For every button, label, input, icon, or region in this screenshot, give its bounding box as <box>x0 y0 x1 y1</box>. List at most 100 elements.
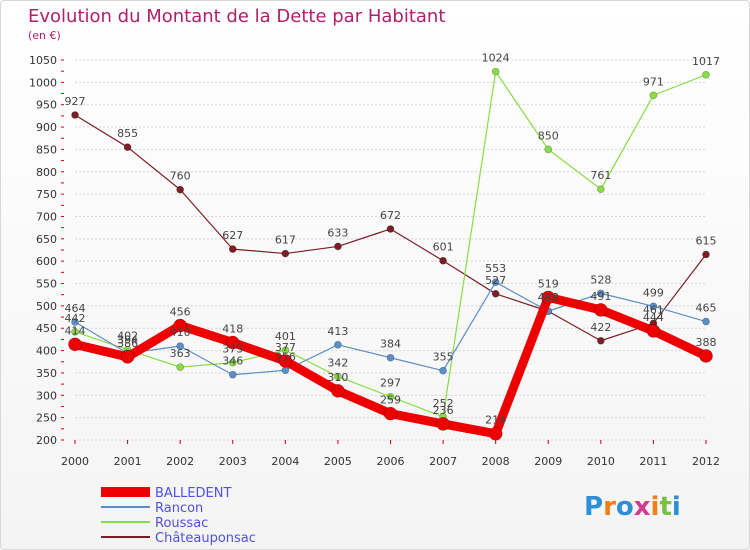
logo-letter: P <box>584 492 603 522</box>
legend-label: Roussac <box>155 516 208 531</box>
proxiti-logo: Proxiti <box>584 492 681 522</box>
data-label: 553 <box>485 262 506 275</box>
data-point <box>702 70 710 79</box>
data-label: 363 <box>170 347 191 360</box>
data-point <box>173 318 187 333</box>
y-tick-label: 1050 <box>29 54 57 67</box>
data-label: 236 <box>433 404 454 417</box>
data-labels: 927 855 760 627 617 633 672 601 527 488 422 461 615 4… <box>65 52 721 427</box>
data-point <box>491 278 500 286</box>
x-tick-label: 2011 <box>639 455 667 468</box>
y-axis: 200 250 300 350 400 450 500 550 600 650 700 750 800 8… <box>29 54 64 447</box>
series-châteauponsac <box>71 111 710 345</box>
x-tick-label: 2006 <box>377 455 405 468</box>
data-label: 214 <box>485 414 506 427</box>
legend-label: Châteauponsac <box>155 531 256 546</box>
y-tick-label: 300 <box>36 389 57 402</box>
data-point <box>702 250 710 259</box>
data-point <box>331 384 345 398</box>
data-point <box>386 392 395 401</box>
series <box>68 67 713 441</box>
series-roussac <box>71 67 710 421</box>
chart-title: Evolution du Montant de la Dette par Hab… <box>28 6 445 27</box>
data-label: 252 <box>433 397 454 410</box>
data-label: 519 <box>538 277 559 290</box>
y-tick-label: 950 <box>36 99 57 112</box>
x-tick-label: 2000 <box>61 455 89 468</box>
y-tick-label: 250 <box>36 412 57 425</box>
data-point <box>281 249 290 258</box>
data-point <box>383 406 398 421</box>
data-point <box>649 302 658 311</box>
data-point <box>176 185 184 194</box>
x-tick-label: 2004 <box>271 455 299 468</box>
data-label: 401 <box>275 330 296 343</box>
data-point <box>176 342 184 350</box>
y-tick-label: 350 <box>36 367 57 380</box>
data-label: 356 <box>275 350 296 363</box>
data-point <box>71 318 79 326</box>
data-point <box>386 353 395 362</box>
data-label: 627 <box>222 229 243 242</box>
data-label: 402 <box>117 330 138 343</box>
data-label: 388 <box>696 336 717 349</box>
data-label: 1024 <box>482 52 510 65</box>
data-label: 259 <box>380 394 401 407</box>
data-point <box>436 417 450 431</box>
y-tick-label: 1000 <box>29 76 57 89</box>
logo-letter: i <box>672 492 681 522</box>
data-point <box>439 256 447 265</box>
x-tick-label: 2005 <box>324 455 352 468</box>
data-label: 394 <box>117 333 138 346</box>
data-point <box>491 290 500 298</box>
data-label: 456 <box>170 306 191 319</box>
logo-letter: t <box>659 492 671 522</box>
data-label: 760 <box>170 170 191 183</box>
data-label: 444 <box>643 311 664 324</box>
data-point <box>646 324 661 338</box>
data-point <box>120 350 135 364</box>
data-point <box>71 328 79 336</box>
data-label: 855 <box>117 127 138 140</box>
data-label: 461 <box>643 303 664 316</box>
data-point <box>228 370 237 379</box>
x-tick-label: 2002 <box>166 455 194 468</box>
y-tick-label: 900 <box>36 121 57 134</box>
data-label: 761 <box>590 169 611 182</box>
data-label: 464 <box>65 302 86 315</box>
y-tick-label: 600 <box>36 255 57 268</box>
data-point <box>544 145 553 154</box>
data-label: 410 <box>170 326 191 339</box>
data-label: 297 <box>380 377 401 390</box>
data-label: 488 <box>538 291 559 304</box>
y-tick-label: 450 <box>36 322 57 335</box>
data-point <box>225 335 240 350</box>
data-label: 601 <box>433 241 454 254</box>
data-label: 499 <box>643 286 664 299</box>
data-label: 617 <box>275 234 296 247</box>
data-point <box>597 336 605 345</box>
legend-label: BALLEDENT <box>155 486 231 501</box>
x-tick-label: 2008 <box>482 455 510 468</box>
x-tick-label: 2007 <box>429 455 457 468</box>
data-label: 488 <box>538 291 559 304</box>
logo-letter: r <box>603 492 616 522</box>
x-tick-label: 2010 <box>587 455 615 468</box>
data-label: 384 <box>380 338 401 351</box>
data-point <box>228 358 237 367</box>
data-label: 927 <box>65 95 86 108</box>
x-tick-label: 2001 <box>114 455 142 468</box>
data-label: 633 <box>327 226 348 239</box>
data-point <box>386 225 395 233</box>
x-tick-label: 2003 <box>219 455 247 468</box>
y-tick-label: 400 <box>36 345 57 358</box>
data-point <box>334 242 342 251</box>
data-point <box>491 67 500 76</box>
x-tick-label: 2012 <box>692 455 720 468</box>
chart-subtitle: (en €) <box>28 29 61 42</box>
x-tick-label: 2009 <box>534 455 562 468</box>
data-label: 414 <box>65 324 86 337</box>
data-label: 672 <box>380 209 401 222</box>
data-label: 418 <box>222 323 243 336</box>
